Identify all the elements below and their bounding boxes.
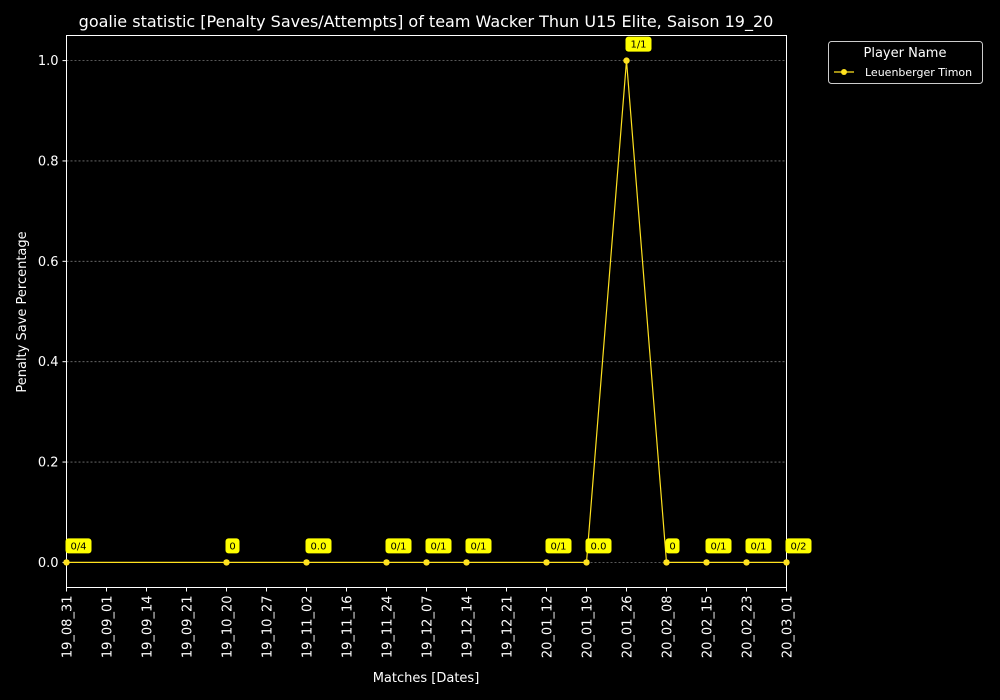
data-label-box xyxy=(585,538,612,554)
x-tick-label: 19_09_01 xyxy=(101,596,116,659)
data-label-box xyxy=(665,538,680,554)
y-axis: 0.0 0.2 0.4 0.6 0.8 1.0 xyxy=(38,54,67,571)
data-label-box xyxy=(65,538,92,554)
data-label: 0/1 xyxy=(745,538,772,554)
data-labels: 0/4 0 0.0 0/1 0/1 0/1 0/1 0.0 1/1 0 0/1 0/1 0/2 xyxy=(65,36,812,554)
data-label-text: 0/1 xyxy=(430,541,446,552)
x-axis: 19_08_31 19_09_01 19_09_14 19_09_21 19_10_20… xyxy=(61,587,796,659)
data-point xyxy=(663,559,670,566)
data-label: 0/1 xyxy=(465,538,492,554)
x-axis-label: Matches [Dates] xyxy=(373,671,480,686)
x-tick-label: 19_09_14 xyxy=(141,596,156,659)
data-label-box xyxy=(785,538,812,554)
data-label-text: 0/1 xyxy=(390,541,406,552)
data-label-box xyxy=(225,538,240,554)
data-label-text: 0/1 xyxy=(470,541,486,552)
data-label-text: 0/4 xyxy=(70,541,86,552)
x-tick-label: 20_03_01 xyxy=(781,596,796,659)
legend-box xyxy=(828,41,983,84)
data-label-box xyxy=(625,36,652,52)
data-label-text: 0/1 xyxy=(550,541,566,552)
data-point xyxy=(303,559,310,566)
data-label: 0/1 xyxy=(705,538,732,554)
data-label-box xyxy=(545,538,572,554)
data-label: 0/2 xyxy=(785,538,812,554)
data-point xyxy=(703,559,710,566)
data-label: 0/1 xyxy=(425,538,452,554)
y-axis-label: Penalty Save Percentage xyxy=(15,231,30,392)
data-point xyxy=(423,559,430,566)
data-label: 0.0 xyxy=(305,538,332,554)
data-point xyxy=(63,559,70,566)
data-label-box xyxy=(425,538,452,554)
grid xyxy=(66,60,787,563)
x-tick-label: 20_02_08 xyxy=(661,596,676,659)
y-tick-label: 0.6 xyxy=(38,255,59,270)
data-point xyxy=(463,559,470,566)
data-label: 0 xyxy=(665,538,680,554)
x-tick-label: 19_09_21 xyxy=(181,596,196,659)
data-label-box xyxy=(385,538,412,554)
y-tick-label: 0.2 xyxy=(38,456,59,471)
x-tick-label: 19_10_27 xyxy=(261,596,276,659)
x-tick-label: 19_11_16 xyxy=(341,596,356,659)
x-tick-label: 19_11_24 xyxy=(381,596,396,659)
x-tick-label: 20_01_12 xyxy=(541,596,556,659)
legend-title: Player Name xyxy=(864,46,947,61)
data-label: 0/1 xyxy=(545,538,572,554)
data-label-box xyxy=(305,538,332,554)
x-tick-label: 20_02_23 xyxy=(741,596,756,659)
y-tick-label: 0.8 xyxy=(38,154,59,169)
series-group xyxy=(63,57,790,566)
data-label-text: 1/1 xyxy=(630,40,646,51)
x-tick-label: 19_10_20 xyxy=(221,596,236,659)
legend-entry: Leuenberger Timon xyxy=(865,66,972,79)
data-label-box xyxy=(705,538,732,554)
data-label-text: 0/1 xyxy=(750,541,766,552)
data-label-box xyxy=(465,538,492,554)
data-label-text: 0 xyxy=(669,541,675,552)
x-tick-label: 19_11_02 xyxy=(301,596,316,659)
x-tick-label: 19_12_14 xyxy=(461,596,476,659)
data-label-text: 0 xyxy=(229,541,235,552)
data-label: 0/1 xyxy=(385,538,412,554)
chart-title: goalie statistic [Penalty Saves/Attempts… xyxy=(79,12,774,32)
data-label: 1/1 xyxy=(625,36,652,52)
data-point xyxy=(383,559,390,566)
data-label: 0.0 xyxy=(585,538,612,554)
data-point xyxy=(543,559,550,566)
y-tick-label: 0.4 xyxy=(38,355,59,370)
data-point xyxy=(623,57,630,64)
x-tick-label: 20_02_15 xyxy=(701,596,716,659)
x-tick-label: 19_08_31 xyxy=(61,596,76,659)
data-label: 0/4 xyxy=(65,538,92,554)
data-point xyxy=(223,559,230,566)
data-label-text: 0.0 xyxy=(591,541,607,552)
legend: Player Name Leuenberger Timon xyxy=(828,41,983,84)
data-label-text: 0.0 xyxy=(311,541,327,552)
y-tick-label: 1.0 xyxy=(38,54,59,69)
data-label-box xyxy=(745,538,772,554)
series-line xyxy=(66,60,787,564)
data-label-text: 0/1 xyxy=(710,541,726,552)
data-point xyxy=(743,559,750,566)
y-tick-label: 0.0 xyxy=(38,556,59,571)
legend-marker xyxy=(841,69,847,75)
x-tick-label: 20_01_19 xyxy=(581,596,596,659)
x-tick-label: 19_12_21 xyxy=(501,596,516,659)
plot-frame xyxy=(66,35,787,588)
x-tick-label: 20_01_26 xyxy=(621,596,636,659)
data-point xyxy=(783,559,790,566)
x-tick-label: 19_12_07 xyxy=(421,596,436,659)
data-label-text: 0/2 xyxy=(790,541,806,552)
data-point xyxy=(583,559,590,566)
data-label: 0 xyxy=(225,538,240,554)
